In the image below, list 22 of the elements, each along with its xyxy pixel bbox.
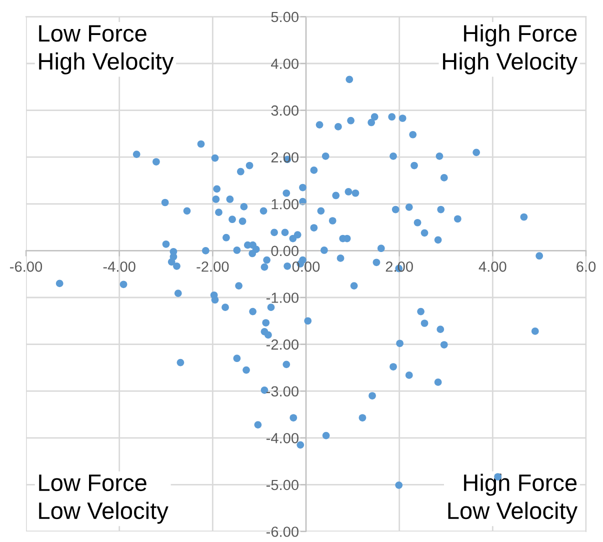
annotation: High Force Low Velocity: [448, 474, 578, 524]
y-tick-label: 2.00: [271, 152, 298, 163]
annotation: Low Force High Velocity: [39, 25, 174, 74]
y-tick-label: -2.00: [266, 339, 298, 350]
annotation: Low Force Low Velocity: [39, 474, 168, 524]
y-tick-label: -4.00: [266, 433, 298, 444]
y-tick-label: 5.00: [271, 12, 298, 22]
y-tick-label: -5.00: [266, 480, 298, 490]
y-tick-label: -6.00: [266, 526, 298, 537]
x-tick-label: 6.0: [576, 262, 596, 272]
y-tick-label: 0.00: [271, 246, 298, 256]
y-tick-label: 3.00: [271, 105, 298, 116]
y-tick-label: -1.00: [266, 292, 298, 303]
y-tick-label: -3.00: [266, 386, 298, 397]
y-tick-label: 1.00: [272, 199, 298, 210]
x-tick-label: -2.00: [196, 262, 229, 272]
x-tick-label: -4.00: [103, 262, 136, 272]
x-tick-label: 4.00: [478, 262, 506, 272]
x-tick-label: 0.00: [292, 262, 320, 272]
annotation: High Force High Velocity: [443, 24, 578, 74]
y-tick-label: 4.00: [271, 58, 298, 69]
x-tick-label: -6.00: [10, 262, 42, 272]
